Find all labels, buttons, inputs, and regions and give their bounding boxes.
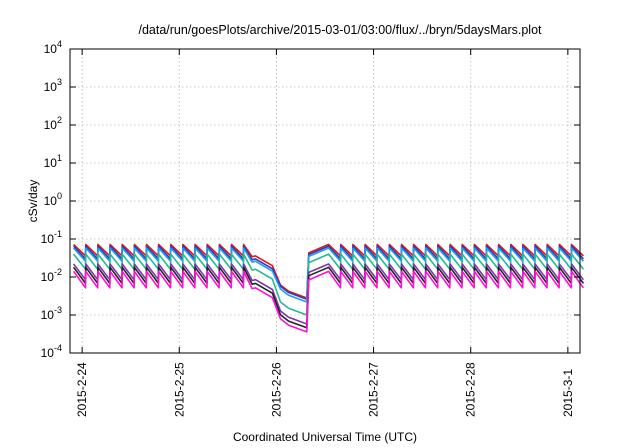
x-tick-label: 2015-2-27	[367, 362, 381, 417]
series-line	[72, 270, 585, 333]
y-tick-label: 10-2	[41, 267, 62, 284]
x-tick-label: 2015-2-26	[269, 362, 283, 417]
y-tick-label: 10-4	[41, 343, 62, 360]
y-tick-label: 102	[44, 115, 62, 132]
series-group	[72, 243, 585, 333]
series-line	[72, 263, 585, 325]
x-tick-label: 2015-2-24	[75, 362, 89, 417]
series-line	[73, 245, 584, 300]
x-axis-label: Coordinated Universal Time (UTC)	[233, 430, 417, 444]
y-tick-label: 10-3	[41, 305, 62, 322]
series-line	[72, 266, 585, 329]
y-tick-label: 103	[44, 77, 62, 94]
chart-title: /data/run/goesPlots/archive/2015-03-01/0…	[138, 23, 542, 37]
x-tick-label: 2015-3-1	[561, 369, 575, 417]
series-line	[72, 253, 585, 316]
y-tick-label: 100	[44, 191, 62, 208]
axis-ticks	[70, 48, 580, 354]
y-tick-label: 101	[44, 153, 62, 170]
y-tick-label: 10-1	[41, 229, 62, 246]
grid-lines	[70, 49, 580, 353]
series-line	[73, 243, 584, 299]
series-line	[73, 247, 584, 303]
y-tick-labels: 10-4 10-3 10-2 10-1 100 101 102 103 104	[41, 39, 62, 360]
x-tick-label: 2015-2-25	[172, 362, 186, 417]
x-tick-labels: 2015-2-24 2015-2-25 2015-2-26 2015-2-27 2015…	[75, 362, 575, 417]
y-tick-label: 104	[44, 39, 62, 56]
x-tick-label: 2015-2-28	[464, 362, 478, 417]
y-axis-label: cSv/day	[26, 180, 40, 223]
